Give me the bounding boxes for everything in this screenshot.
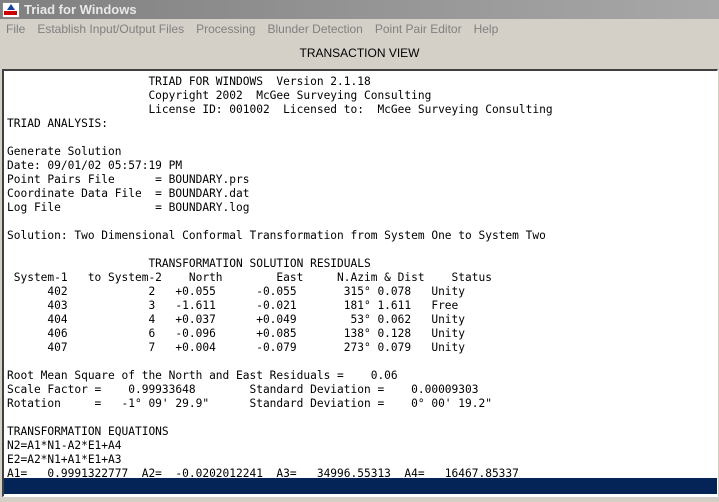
selected-line-bar[interactable] (4, 478, 717, 494)
transaction-view-text[interactable]: TRIAD FOR WINDOWS Version 2.1.18 Copyrig… (2, 69, 718, 497)
report-line (7, 215, 553, 229)
report-line: 403 3 -1.611 -0.021 181° 1.611 Free (7, 299, 459, 312)
report-line: TRIAD ANALYSIS: (7, 117, 109, 130)
report-line (7, 411, 553, 425)
report-line: Coordinate Data File = BOUNDARY.dat (7, 187, 250, 200)
report-line: N2=A1*N1-A2*E1+A4 (7, 439, 122, 452)
report-line: Scale Factor = 0.99933648 Standard Devia… (7, 383, 479, 396)
report-line: TRIAD FOR WINDOWS Version 2.1.18 (7, 75, 371, 88)
report-line: 404 4 +0.037 +0.049 53° 0.062 Unity (7, 313, 466, 326)
report-line: Date: 09/01/02 05:57:19 PM (7, 159, 183, 172)
view-label: TRANSACTION VIEW (299, 46, 420, 60)
report-line: 402 2 +0.055 -0.055 315° 0.078 Unity (7, 285, 466, 298)
menu-bar: File Establish Input/Output Files Proces… (0, 19, 504, 39)
report-line: Generate Solution (7, 145, 122, 158)
menu-help[interactable]: Help (473, 22, 499, 36)
report-text: TRIAD FOR WINDOWS Version 2.1.18 Copyrig… (7, 75, 553, 481)
report-line (7, 243, 553, 257)
menu-point-pair-editor[interactable]: Point Pair Editor (374, 22, 462, 36)
report-line: TRANSFORMATION EQUATIONS (7, 425, 169, 438)
window-title: Triad for Windows (24, 2, 137, 17)
report-line (7, 355, 553, 369)
report-line: A1= 0.9991322777 A2= -0.0202012241 A3= 3… (7, 467, 519, 480)
report-line (7, 131, 553, 145)
menu-blunder-detection[interactable]: Blunder Detection (267, 22, 363, 36)
report-line: TRANSFORMATION SOLUTION RESIDUALS (7, 257, 371, 270)
report-line: Point Pairs File = BOUNDARY.prs (7, 173, 250, 186)
report-line: License ID: 001002 Licensed to: McGee Su… (7, 103, 553, 116)
menu-establish-files[interactable]: Establish Input/Output Files (37, 22, 185, 36)
report-line: Copyright 2002 McGee Surveying Consultin… (7, 89, 432, 102)
report-line: 407 7 +0.004 -0.079 273° 0.079 Unity (7, 341, 466, 354)
menu-processing[interactable]: Processing (196, 22, 256, 36)
report-line: E2=A2*N1+A1*E1+A3 (7, 453, 122, 466)
report-line: Solution: Two Dimensional Conformal Tran… (7, 229, 546, 242)
menu-file[interactable]: File (6, 22, 26, 36)
report-line: 406 6 -0.096 +0.085 138° 0.128 Unity (7, 327, 466, 340)
report-line: Root Mean Square of the North and East R… (7, 369, 398, 382)
report-line: Rotation = -1° 09' 29.9" Standard Deviat… (7, 397, 492, 410)
triad-app-icon[interactable] (2, 1, 20, 18)
report-line: Log File = BOUNDARY.log (7, 201, 250, 214)
report-line: System-1 to System-2 North East N.Azim &… (7, 271, 492, 284)
title-bar: Triad for Windows (0, 0, 719, 19)
